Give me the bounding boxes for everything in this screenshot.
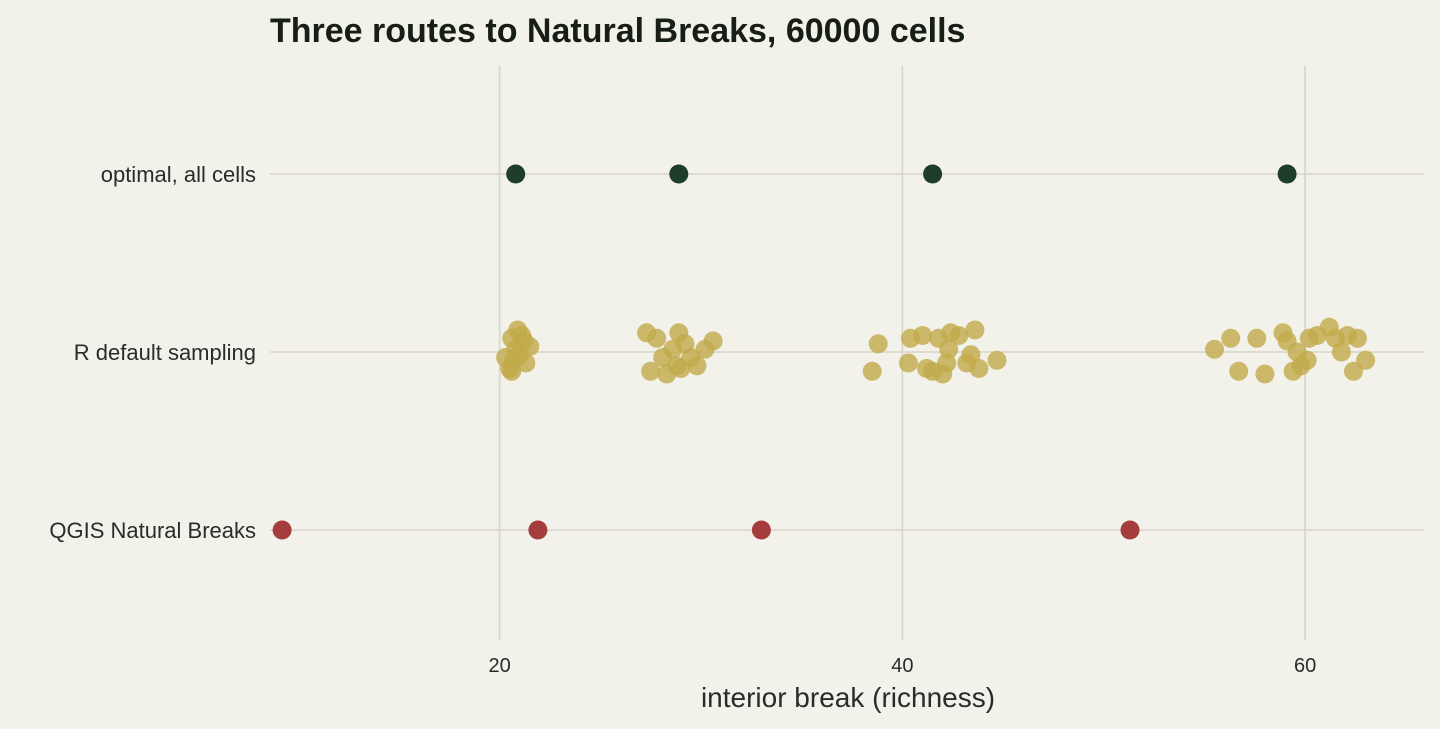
point-0-2: [923, 164, 943, 184]
point-1-42: [987, 350, 1007, 370]
point-2-0: [272, 520, 292, 540]
point-1-26: [862, 361, 882, 381]
point-1-37: [949, 326, 969, 345]
point-1-45: [1221, 328, 1241, 348]
point-2-3: [1120, 520, 1140, 540]
point-1-54: [1297, 350, 1317, 370]
point-2-1: [528, 520, 548, 540]
point-1-59: [1331, 342, 1351, 362]
point-1-39: [961, 345, 981, 365]
point-1-22: [687, 356, 707, 376]
point-1-62: [1348, 328, 1367, 348]
x-tick-labels: 20 40 60: [488, 655, 1316, 677]
point-1-30: [913, 326, 932, 345]
point-2-2: [751, 520, 771, 540]
point-1-41: [969, 359, 989, 378]
category-label-0: optimal, all cells: [101, 162, 256, 187]
point-1-13: [641, 361, 661, 381]
category-label-2: QGIS Natural Breaks: [49, 518, 256, 543]
category-label-1: R default sampling: [74, 340, 256, 365]
point-1-35: [939, 339, 959, 359]
chart-title: Three routes to Natural Breaks, 60000 ce…: [270, 12, 965, 50]
data-points: [272, 164, 1376, 540]
point-1-7: [516, 353, 536, 373]
point-1-61: [1344, 361, 1363, 381]
point-1-63: [1356, 350, 1376, 370]
point-1-44: [1205, 339, 1224, 359]
x-tick-label-20: 20: [488, 655, 510, 677]
point-1-24: [703, 331, 723, 351]
x-tick-label-60: 60: [1294, 655, 1316, 677]
point-1-40: [965, 320, 985, 340]
x-axis-title: interior break (richness): [701, 682, 995, 713]
point-0-3: [1277, 164, 1297, 184]
point-1-14: [647, 328, 667, 348]
point-1-43: [923, 361, 943, 381]
point-1-27: [868, 334, 888, 354]
point-1-28: [898, 353, 918, 373]
point-1-46: [1229, 361, 1249, 381]
point-1-47: [1247, 328, 1267, 348]
point-0-0: [506, 164, 526, 184]
point-0-1: [669, 164, 689, 184]
point-1-48: [1255, 364, 1275, 384]
x-tick-label-40: 40: [891, 655, 913, 677]
point-1-10: [502, 361, 522, 381]
point-1-25: [667, 356, 687, 376]
point-1-11: [514, 331, 534, 351]
category-labels: optimal, all cells R default sampling QGIS…: [49, 162, 256, 543]
